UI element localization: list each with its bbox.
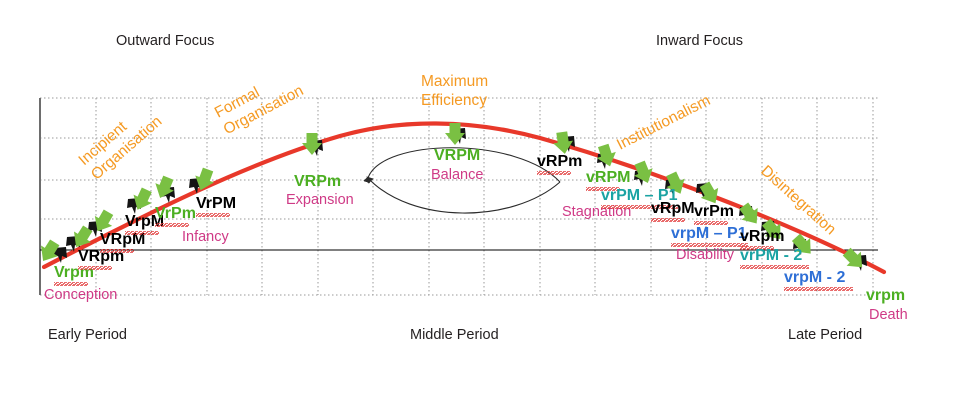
spellcheck-squiggle — [784, 287, 853, 291]
arrow-glyph — [195, 167, 215, 191]
spellcheck-squiggle — [100, 249, 135, 253]
spellcheck-squiggle — [54, 282, 89, 286]
lens-arc-upper — [363, 147, 561, 184]
spellcheck-squiggle — [78, 266, 113, 270]
stage-code-vrpm-m2b: vrpM - 2 — [784, 269, 846, 286]
arrow-glyph — [791, 233, 811, 254]
down-arrow-icon — [666, 171, 685, 194]
period-caption: Late Period — [788, 327, 863, 343]
annotation-line: Maximum — [421, 73, 488, 90]
grid — [39, 97, 878, 296]
down-arrow-icon — [634, 160, 653, 184]
down-arrow-icon — [842, 247, 863, 268]
stage-code-vrpm-9: vRpm — [740, 228, 785, 245]
arrow-glyph — [94, 209, 114, 232]
down-arrow-icon — [699, 181, 719, 204]
stage-code-vrpm-6: vRPm — [537, 153, 583, 170]
down-arrow-icon — [739, 202, 758, 224]
arrow-glyph — [553, 131, 574, 154]
stage-code-disability: vrpM – P1 — [671, 225, 747, 242]
annotation-line: Efficiency — [421, 92, 487, 109]
lifecycle-curve — [41, 121, 887, 275]
institutionalism-annotation: Institutionalism — [614, 92, 713, 154]
arrow-glyph — [762, 218, 781, 239]
stage-code-death: vrpm — [866, 287, 906, 304]
stage-code-expansion: VRPm — [294, 173, 342, 190]
spellcheck-squiggle — [601, 205, 679, 209]
down-arrow-icon — [302, 133, 322, 155]
arrow-glyph — [155, 175, 174, 199]
focus-caption: Outward Focus — [116, 33, 215, 49]
arrow-glyph — [739, 202, 758, 224]
stage-code-vrpm-4: VrpM — [125, 213, 165, 230]
phase-label-expansion: Expansion — [286, 192, 354, 208]
stage-code-stagnation: vRPM — [586, 169, 631, 186]
spellcheck-squiggle — [586, 187, 621, 191]
phase-label-infancy: Infancy — [182, 229, 229, 245]
arrow-glyph — [842, 247, 863, 268]
stage-arrows — [40, 123, 863, 268]
balance-lens — [363, 147, 561, 214]
spellcheck-squiggle — [694, 221, 729, 225]
maximum-efficiency-annotation: Maximum Efficiency — [421, 73, 488, 109]
down-arrow-icon — [195, 167, 215, 191]
spellcheck-squiggle — [740, 265, 809, 269]
down-arrow-icon — [155, 175, 174, 199]
stage-marker-black — [53, 247, 67, 263]
arrow-glyph — [133, 187, 152, 210]
period-caption: Early Period — [48, 327, 127, 343]
lens-arc-lower — [366, 176, 561, 214]
arrow-glyph — [596, 143, 616, 167]
spellcheck-squiggle — [671, 243, 749, 247]
down-arrow-icon — [445, 123, 465, 145]
phase-label-death: Death — [869, 307, 908, 323]
arrow-glyph — [302, 133, 322, 155]
stage-code-vrpm-3: VRpM — [100, 231, 146, 248]
spellcheck-squiggle — [196, 213, 231, 217]
down-arrow-icon — [596, 143, 616, 167]
arrow-glyph — [445, 123, 465, 145]
phase-label-disability: Disability — [676, 247, 735, 263]
down-arrow-icon — [791, 233, 811, 254]
stage-code-balance: VRPM — [434, 147, 481, 164]
phase-label-conception: Conception — [44, 287, 118, 303]
arrow-glyph — [699, 181, 719, 204]
stage-code-vrpm-p1: vrPM – P1 — [601, 187, 678, 204]
down-arrow-icon — [40, 239, 60, 262]
stage-code-vrpm-8: vrPm — [694, 203, 735, 220]
stage-code-vrpm-7: vRpM — [651, 200, 695, 217]
arrow-glyph — [73, 225, 93, 248]
arrow-glyph — [40, 239, 60, 262]
down-arrow-icon — [762, 218, 781, 239]
stage-code-vrpm-5: VrPM — [196, 195, 237, 212]
down-arrow-icon — [94, 209, 114, 232]
focus-caption: Inward Focus — [656, 33, 744, 49]
spellcheck-squiggle — [651, 218, 686, 222]
annotation-line: Institutionalism — [614, 92, 713, 154]
period-caption: Middle Period — [410, 327, 499, 343]
spellcheck-squiggle — [155, 223, 190, 227]
spellcheck-squiggle — [740, 246, 775, 250]
arrow-glyph — [634, 160, 653, 184]
spellcheck-squiggle — [537, 171, 572, 175]
marker-glyph — [53, 247, 67, 263]
down-arrow-icon — [133, 187, 152, 210]
stage-code-vrpm-m2: vrPM - 2 — [740, 247, 803, 264]
spellcheck-squiggle — [125, 231, 160, 235]
down-arrow-icon — [73, 225, 93, 248]
stage-code-infancy: VrPm — [155, 205, 196, 222]
arrow-glyph — [666, 171, 685, 194]
down-arrow-icon — [553, 131, 574, 154]
phase-label-balance: Balance — [431, 167, 484, 183]
